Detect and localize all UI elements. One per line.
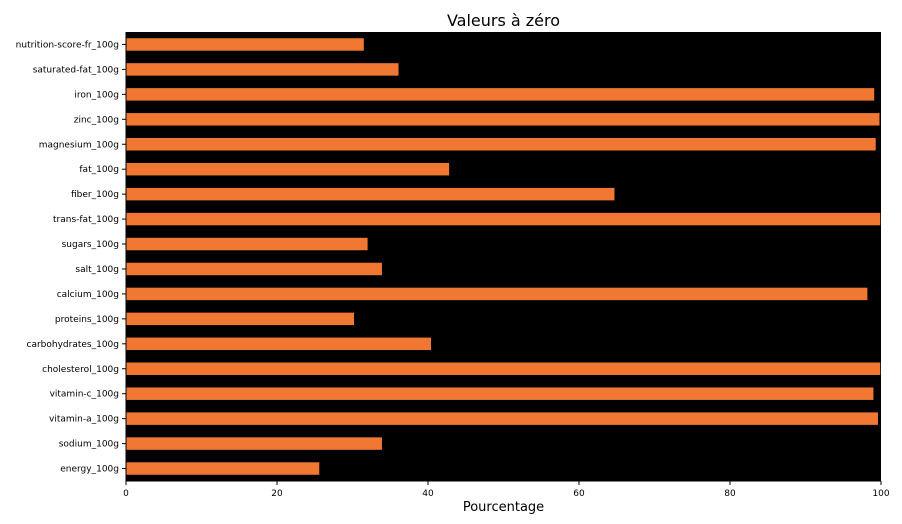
bar-fat_100g <box>126 162 450 176</box>
bar-vitamin-c_100g <box>126 387 874 400</box>
x-tick-label-0: 0 <box>123 489 129 499</box>
bar-iron_100g <box>126 88 875 101</box>
bar-energy_100g <box>126 462 320 475</box>
y-tick-label-calcium_100g: calcium_100g <box>57 290 119 300</box>
y-tick-label-sugars_100g: sugars_100g <box>62 240 119 250</box>
chart-title: Valeurs à zéro <box>447 11 560 30</box>
y-tick-label-iron_100g: iron_100g <box>74 90 119 100</box>
bar-magnesium_100g <box>126 138 876 151</box>
y-tick-label-nutrition-score-fr_100g: nutrition-score-fr_100g <box>16 40 119 50</box>
x-tick-label-20: 20 <box>271 489 283 499</box>
bars-group <box>126 38 881 475</box>
bar-fiber_100g <box>126 187 615 201</box>
y-tick-label-sodium_100g: sodium_100g <box>59 440 119 450</box>
y-tick-label-cholesterol_100g: cholesterol_100g <box>42 365 119 375</box>
bar-salt_100g <box>126 262 382 276</box>
bar-trans-fat_100g <box>126 212 881 226</box>
x-axis: 0 20 40 60 80 100 <box>123 480 890 499</box>
bar-sugars_100g <box>126 237 368 251</box>
y-axis: nutrition-score-fr_100g saturated-fat_100… <box>16 32 127 481</box>
y-tick-label-magnesium_100g: magnesium_100g <box>39 140 119 150</box>
y-tick-label-carbohydrates_100g: carbohydrates_100g <box>27 340 120 350</box>
x-tick-label-60: 60 <box>573 489 585 499</box>
y-tick-label-fat_100g: fat_100g <box>79 165 119 175</box>
y-tick-label-trans-fat_100g: trans-fat_100g <box>53 215 119 225</box>
bar-vitamin-a_100g <box>126 412 878 425</box>
y-tick-label-fiber_100g: fiber_100g <box>71 190 119 200</box>
bar-proteins_100g <box>126 312 355 326</box>
bar-nutrition-score-fr_100g <box>126 38 364 51</box>
y-tick-label-vitamin-c_100g: vitamin-c_100g <box>50 390 119 400</box>
bar-cholesterol_100g <box>126 362 881 375</box>
x-axis-label: Pourcentage <box>463 500 544 515</box>
bar-carbohydrates_100g <box>126 337 432 351</box>
plot-area <box>126 32 881 481</box>
x-tick-label-80: 80 <box>724 489 736 499</box>
bar-zinc_100g <box>126 113 880 126</box>
bar-saturated-fat_100g <box>126 63 399 76</box>
y-tick-label-zinc_100g: zinc_100g <box>74 115 119 125</box>
y-tick-label-proteins_100g: proteins_100g <box>55 315 119 325</box>
y-tick-label-salt_100g: salt_100g <box>75 265 119 275</box>
bar-calcium_100g <box>126 287 868 301</box>
y-tick-label-vitamin-a_100g: vitamin-a_100g <box>49 415 119 425</box>
y-tick-label-energy_100g: energy_100g <box>60 465 119 475</box>
x-tick-label-100: 100 <box>872 489 889 499</box>
y-tick-label-saturated-fat_100g: saturated-fat_100g <box>33 65 119 75</box>
x-tick-label-40: 40 <box>422 489 434 499</box>
bar-sodium_100g <box>126 437 382 450</box>
